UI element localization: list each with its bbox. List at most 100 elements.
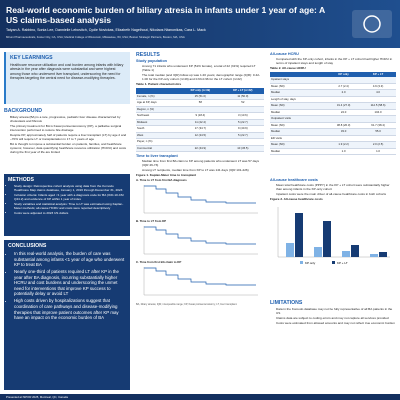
table-row: Mean (SD) 38.8 (26.3) 61.7 (38.4): [270, 122, 396, 130]
figure: A. Time to LT from first BA diagnosis B. …: [136, 178, 264, 300]
table-cell: 4.9 (3.3): [360, 83, 396, 91]
km-plot: [143, 185, 258, 214]
table-cell: Payer, n (%): [136, 138, 180, 146]
table-cell: Length of stay, days: [270, 96, 328, 104]
table-cell: 2.0: [327, 89, 361, 97]
conclusions: CONCLUSIONS In this real-world analysis,…: [4, 240, 130, 390]
table-cell: [221, 138, 264, 146]
bullet: Biliary atresia (BA) is a rare, progress…: [10, 115, 130, 124]
figure-caption: Figure 1. Kaplan-Meier time to transplan…: [136, 173, 196, 178]
table-cell: [179, 138, 222, 146]
section-title: RESULTS: [136, 52, 160, 58]
legend-label: KP + LT: [337, 261, 348, 265]
header: Real-world economic burden of biliary at…: [0, 0, 400, 48]
bullet-list: Data in the Komodo database may not be f…: [270, 307, 396, 326]
table-cell: 1.0: [360, 148, 396, 156]
table-row: Median 1.0 1.0: [270, 148, 396, 156]
key-learnings: KEY LEARNINGS Healthcare resource utiliz…: [4, 52, 130, 104]
figure-caption: Figure 2. All-cause healthcare costs: [270, 197, 323, 202]
table-cell: Region, n (%): [136, 106, 180, 113]
table-row: Mean (SD) 1.9 (2.2) 2.0 (2.5): [270, 141, 396, 149]
table-cell: Mean (SD): [270, 122, 328, 130]
table-cell: ED visits: [270, 135, 328, 143]
table-cell: 22 (44.9): [179, 145, 222, 152]
table-row: Median 33.0 55.0: [270, 128, 396, 136]
table-cell: 112.5 (58.6): [360, 102, 396, 110]
title: Real-world economic burden of biliary at…: [6, 5, 325, 25]
bullet-list: Among 71 infants who underwent KP (51% f…: [136, 64, 264, 82]
bullet: Data in the Komodo database may not be f…: [276, 307, 396, 316]
table-cell: [179, 106, 222, 113]
table-row: Midwest 11 (22.4) 5 (22.7): [136, 119, 264, 126]
table-cell: 104.0: [360, 109, 396, 117]
bullet: Claims data are subject to coding errors…: [276, 316, 396, 321]
panel-caption: A. Time to LT from first BA diagnosis: [136, 178, 187, 183]
section-title: CONCLUSIONS: [8, 243, 47, 249]
table-cell: Inpatient stays: [270, 77, 328, 84]
table-cell: Median: [270, 89, 328, 97]
bullet: Among LT recipients, median time from KP…: [142, 168, 264, 173]
table-row: Payer, n (%): [136, 138, 264, 146]
table-cell: Outpatient visits: [270, 115, 328, 123]
bullet: Nearly one-third of patients required LT…: [14, 269, 126, 297]
table-cell: 2.0 (2.5): [360, 141, 396, 149]
table-row: ED visits: [270, 135, 396, 143]
table-cell: 11 (50.0): [221, 93, 264, 101]
table-cell: West: [136, 132, 180, 139]
costs: All-cause healthcare costs Mean total he…: [270, 178, 396, 298]
table-cell: 5 (22.7): [221, 119, 264, 126]
bullet-list: Biliary atresia (BA) is a rare, progress…: [4, 115, 130, 155]
bullet: High costs driven by hospitalizations su…: [14, 298, 126, 320]
bullet: Inpatient costs were the main driver of …: [276, 192, 396, 197]
time-to-lt: Time to liver transplant Median time fro…: [136, 154, 264, 390]
bullet-list: Study design: Retrospective cohort analy…: [8, 184, 126, 216]
bullet: Median time from first BA claim to KP am…: [142, 159, 264, 168]
bullet: The total median (and IQR) follow-up was…: [142, 73, 264, 82]
km-plot: [143, 225, 258, 255]
authors: Tatyan A. Rabbino, Sonia Lee, Dannielle …: [6, 28, 206, 32]
subsection-title: Time to liver transplant: [136, 154, 178, 158]
table-cell: [327, 96, 361, 104]
bullet: BA is thought to impose a substantial bu…: [10, 142, 130, 155]
table-row: Northeast 9 (18.4) 3 (13.6): [136, 112, 264, 120]
table-cell: Median: [270, 128, 328, 136]
subsection-title: All-cause healthcare costs: [270, 178, 318, 182]
table-cell: Mean (SD): [270, 83, 328, 91]
header-cell: KP + LT (n=22): [221, 88, 264, 94]
header-cell: KP only (n=49): [179, 88, 222, 94]
table-row: Length of stay, days: [270, 96, 396, 104]
table-cell: [221, 106, 264, 113]
table-cell: 12 (24.5): [179, 132, 222, 139]
header-cell: KP only: [327, 71, 361, 78]
bullet-list: Median time from first BA claim to KP am…: [136, 159, 264, 173]
table-cell: 10 (45.5): [221, 145, 264, 152]
bullet: Costs were estimated from allowed amount…: [276, 321, 396, 326]
table-cell: Mean (SD): [270, 141, 328, 149]
bullet: Despite KP, approximately half of patien…: [10, 133, 130, 142]
table-cell: [360, 115, 396, 123]
methods: METHODS Study design: Retrospective coho…: [4, 174, 130, 236]
panel-caption: B. Time to LT from KP: [136, 218, 167, 223]
table-row: Inpatient stays: [270, 77, 396, 84]
table: KP only (n=49) KP + LT (n=22) Female, n (%…: [136, 88, 264, 152]
limitations: LIMITATIONS Data in the Komodo database …: [270, 300, 396, 390]
header-cell: [270, 71, 328, 78]
bullet: Compared with the KP-only cohort, infant…: [276, 57, 396, 66]
footer: Presented at ISPOR 2025, Montreal, QC, C…: [0, 394, 400, 400]
table-cell: Median: [270, 148, 328, 156]
table-cell: 55.0: [360, 128, 396, 136]
bullet-list: Compared with the KP-only cohort, infant…: [270, 57, 396, 66]
table-cell: Midwest: [136, 119, 180, 126]
bullet: Study variables and statistical analysis…: [14, 202, 126, 211]
text: Healthcare resource utilization and cost…: [10, 63, 124, 81]
hcru: All-cause HCRU Compared with the KP-only…: [270, 52, 396, 176]
table-row: Outpatient visits: [270, 115, 396, 123]
table-cell: 61.7 (38.4): [360, 122, 396, 130]
table-cell: [360, 77, 396, 84]
header-cell: [136, 88, 180, 94]
table-cell: [360, 96, 396, 104]
table-cell: [327, 77, 361, 84]
section-title: METHODS: [8, 177, 34, 183]
section-title: LIMITATIONS: [270, 300, 303, 306]
